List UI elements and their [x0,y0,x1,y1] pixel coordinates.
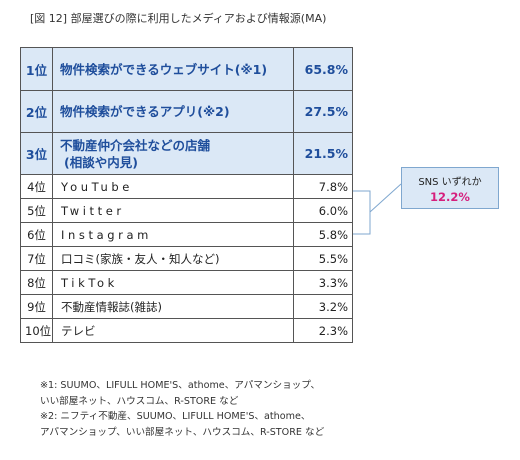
rank-cell: 4位 [20,174,53,199]
media-name-cell: テレビ [52,318,294,343]
footnote-line: いい部屋ネット、ハウスコム、R-STORE など [40,395,239,407]
media-name-cell: 物件検索ができるアプリ(※2) [52,90,294,133]
percentage-cell: 27.5% [293,90,353,133]
rank-cell: 2位 [20,90,53,133]
percentage-cell: 5.5% [293,246,353,271]
bracket-pointer-line [369,183,402,213]
table-row: 9位 不動産情報誌(雑誌) 3.2% [20,294,353,319]
table-row: 5位 Twitter 6.0% [20,198,353,223]
table-row: 2位 物件検索ができるアプリ(※2) 27.5% [20,90,353,133]
media-name-cell: 不動産情報誌(雑誌) [52,294,294,319]
media-name-cell: Twitter [52,198,294,223]
media-name-line-1: 不動産仲介会社などの店舗 [60,137,211,153]
sns-total-callout: SNS いずれか 12.2% [401,167,499,209]
media-name-line-2: (相談や内見) [64,154,138,170]
percentage-cell: 5.8% [293,222,353,247]
footnote-line: ※2: ニフティ不動産、SUUMO、LIFULL HOME'S、athome、 [40,411,311,422]
bracket-line [353,190,371,235]
rank-cell: 1位 [20,47,53,91]
percentage-cell: 7.8% [293,174,353,199]
percentage-cell: 3.3% [293,270,353,295]
table-row: 4位 YouTube 7.8% [20,174,353,199]
sns-callout-value: 12.2% [430,190,470,204]
media-name-cell: 物件検索ができるウェブサイト(※1) [52,47,294,91]
percentage-cell: 6.0% [293,198,353,223]
footnote-line: アパマンショップ、いい部屋ネット、ハウスコム、R-STORE など [40,426,325,438]
rank-cell: 7位 [20,246,53,271]
media-name-cell: 不動産仲介会社などの店舗 (相談や内見) [52,132,294,175]
media-name-cell: Instagram [52,222,294,247]
table-row: 6位 Instagram 5.8% [20,222,353,247]
rank-cell: 9位 [20,294,53,319]
table-row: 7位 口コミ(家族・友人・知人など) 5.5% [20,246,353,271]
rank-cell: 5位 [20,198,53,223]
media-name-cell: YouTube [52,174,294,199]
rank-cell: 10位 [20,318,53,343]
ranking-table: 1位 物件検索ができるウェブサイト(※1) 65.8% 2位 物件検索ができるア… [20,47,353,343]
percentage-cell: 21.5% [293,132,353,175]
table-row: 10位 テレビ 2.3% [20,318,353,343]
rank-cell: 8位 [20,270,53,295]
figure-title: [図 12] 部屋選びの際に利用したメディアおよび情報源(MA) [30,12,327,25]
percentage-cell: 3.2% [293,294,353,319]
percentage-cell: 65.8% [293,47,353,91]
footnotes: ※1: SUUMO、LIFULL HOME'S、athome、アパマンショップ、… [40,378,324,440]
table-row: 3位 不動産仲介会社などの店舗 (相談や内見) 21.5% [20,132,353,175]
table-row: 1位 物件検索ができるウェブサイト(※1) 65.8% [20,47,353,91]
media-name-cell: 口コミ(家族・友人・知人など) [52,246,294,271]
footnote-line: ※1: SUUMO、LIFULL HOME'S、athome、アパマンショップ、 [40,380,321,391]
rank-cell: 6位 [20,222,53,247]
table-row: 8位 TikTok 3.3% [20,270,353,295]
rank-cell: 3位 [20,132,53,175]
media-name-cell: TikTok [52,270,294,295]
sns-callout-label: SNS いずれか [418,177,482,188]
percentage-cell: 2.3% [293,318,353,343]
